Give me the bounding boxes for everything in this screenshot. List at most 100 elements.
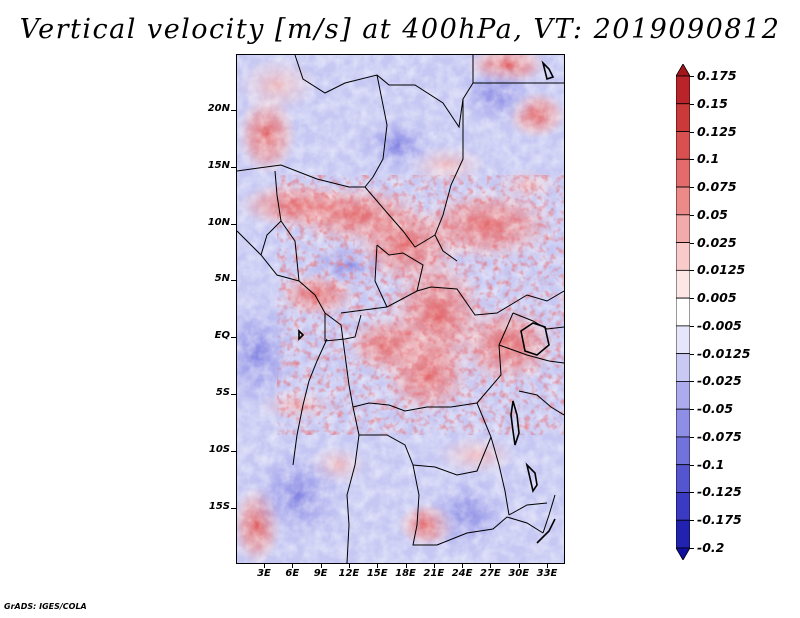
country-borders xyxy=(237,55,564,563)
lon-tick-mark xyxy=(405,563,407,568)
colorbar-tick xyxy=(690,381,694,383)
lon-tick-label: 15E xyxy=(366,568,388,579)
colorbar-swatch xyxy=(676,519,690,549)
lat-tick-label: EQ xyxy=(214,330,230,342)
lon-tick-label: 24E xyxy=(451,568,473,579)
colorbar-label: 0.075 xyxy=(697,179,737,195)
colorbar-swatch xyxy=(676,297,690,327)
lat-tick-label: 20N xyxy=(207,103,230,114)
lon-tick-label: 3E xyxy=(257,568,271,579)
colorbar-swatch xyxy=(676,436,690,466)
colorbar-swatch xyxy=(676,464,690,493)
colorbar-tick xyxy=(690,436,694,438)
colorbar-swatch xyxy=(676,158,690,188)
lon-tick-mark xyxy=(377,563,379,568)
colorbar-swatch xyxy=(676,492,690,521)
lon-tick-mark xyxy=(490,563,492,568)
colorbar-tick xyxy=(690,76,694,77)
colorbar-label: -0.0125 xyxy=(697,345,751,361)
colorbar-tick xyxy=(690,187,694,189)
colorbar-swatch xyxy=(676,269,690,299)
colorbar-swatch xyxy=(676,75,690,105)
lon-tick-mark xyxy=(518,563,520,568)
colorbar-label: 0.1 xyxy=(697,151,720,167)
lon-tick-mark xyxy=(292,563,294,568)
colorbar-swatch xyxy=(676,131,690,160)
lat-tick-label: 15S xyxy=(208,500,230,512)
colorbar-tick xyxy=(690,242,694,244)
colorbar-swatches xyxy=(676,64,690,560)
lat-tick-label: 5S xyxy=(215,387,230,398)
colorbar-tick xyxy=(690,548,694,549)
colorbar-swatch xyxy=(676,214,690,243)
colorbar-label: 0.05 xyxy=(697,206,728,222)
colorbar-label: 0.0125 xyxy=(697,262,746,278)
colorbar-tick xyxy=(690,131,694,133)
colorbar-label: 0.175 xyxy=(697,68,737,83)
lon-tick-mark xyxy=(433,563,435,568)
grads-credit: GrADS: IGES/COLA xyxy=(4,602,87,611)
lat-tick-mark xyxy=(231,507,236,509)
lat-tick-label: 10S xyxy=(208,443,230,455)
colorbar-tick xyxy=(690,353,694,355)
colorbar-tick xyxy=(690,464,694,466)
lon-tick-label: 33E xyxy=(536,568,558,579)
colorbar-swatch xyxy=(676,103,690,132)
colorbar-swatch xyxy=(676,353,690,382)
colorbar-label: 0.15 xyxy=(697,95,728,111)
lat-tick-mark xyxy=(231,394,236,395)
colorbar-label: -0.2 xyxy=(697,540,725,555)
colorbar-tick xyxy=(690,520,694,522)
colorbar-tick xyxy=(690,492,694,494)
lat-tick-mark xyxy=(231,337,236,339)
colorbar-label: -0.075 xyxy=(697,428,742,444)
lat-tick-mark xyxy=(231,280,236,282)
colorbar-swatch xyxy=(676,381,690,410)
colorbar-tick xyxy=(690,214,694,216)
colorbar-swatch xyxy=(676,186,690,216)
lon-tick-label: 18E xyxy=(395,568,416,579)
colorbar-label: -0.025 xyxy=(697,373,742,389)
colorbar-swatch xyxy=(676,325,690,355)
colorbar-label: -0.05 xyxy=(697,401,734,417)
colorbar-label: -0.125 xyxy=(697,484,742,500)
colorbar-swatch xyxy=(676,547,690,560)
lake-outlines xyxy=(298,60,556,544)
lat-tick-label: 5N xyxy=(214,273,230,285)
lon-tick-mark xyxy=(320,563,322,568)
colorbar-label: -0.175 xyxy=(697,512,742,528)
lon-tick-mark xyxy=(348,563,350,568)
colorbar-swatch xyxy=(676,64,690,77)
map-plot-area xyxy=(236,54,565,564)
lon-tick-mark xyxy=(547,563,548,568)
lat-tick-mark xyxy=(231,223,236,225)
lat-tick-mark xyxy=(231,450,236,452)
colorbar-tick xyxy=(690,103,694,105)
velocity-field xyxy=(237,55,564,563)
lon-tick-mark xyxy=(462,563,464,568)
colorbar-tick xyxy=(690,270,694,272)
colorbar-label: 0.125 xyxy=(697,123,737,139)
map-title: Vertical velocity [m/s] at 400hPa, VT: 2… xyxy=(19,14,781,45)
lon-tick-label: 6E xyxy=(285,568,300,579)
colorbar-label: -0.1 xyxy=(697,456,725,472)
lat-tick-mark xyxy=(231,110,236,111)
lon-tick-label: 27E xyxy=(480,568,501,579)
lon-tick-label: 9E xyxy=(313,568,328,579)
colorbar-tick xyxy=(690,159,694,161)
lat-tick-label: 10N xyxy=(207,216,230,228)
lat-tick-mark xyxy=(231,166,236,168)
colorbar-swatch xyxy=(676,242,690,271)
lon-tick-label: 30E xyxy=(508,568,530,579)
colorbar-tick xyxy=(690,298,694,300)
colorbar-label: -0.005 xyxy=(697,317,742,333)
colorbar-label: 0.025 xyxy=(697,234,737,250)
colorbar-tick xyxy=(690,409,694,411)
lon-tick-label: 12E xyxy=(338,568,360,579)
lon-tick-mark xyxy=(264,563,265,568)
colorbar-label: 0.005 xyxy=(697,290,737,306)
lon-tick-label: 21E xyxy=(423,568,445,579)
colorbar-tick xyxy=(690,325,694,327)
lat-tick-label: 15N xyxy=(207,159,230,171)
colorbar-swatch xyxy=(676,408,690,438)
